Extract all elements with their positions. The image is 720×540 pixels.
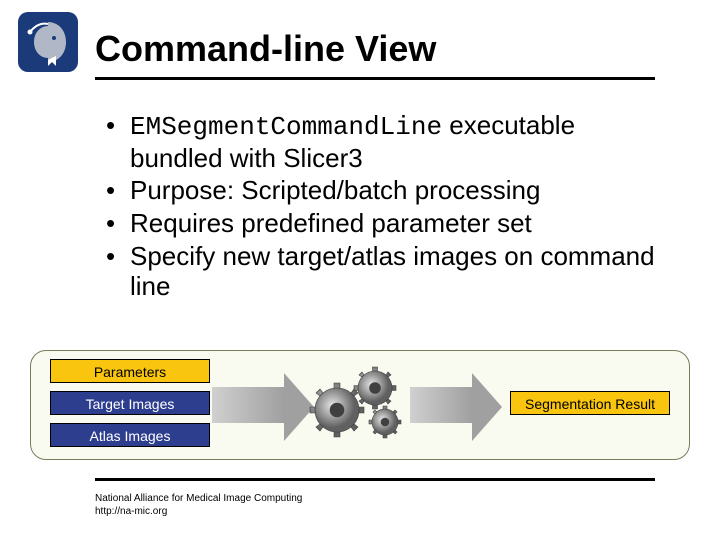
footer-line: http://na-mic.org (95, 505, 302, 518)
gears-icon (305, 360, 415, 450)
title-underline (95, 77, 655, 80)
parameters-box: Parameters (50, 359, 210, 383)
bullet-item: EMSegmentCommandLine executable bundled … (100, 110, 670, 173)
bullet-item: Purpose: Scripted/batch processing (100, 175, 670, 206)
bullet-item: Requires predefined parameter set (100, 208, 670, 239)
bottom-underline (95, 478, 655, 481)
bullet-item: Specify new target/atlas images on comma… (100, 241, 670, 302)
atlas-images-box: Atlas Images (50, 423, 210, 447)
target-images-box: Target Images (50, 391, 210, 415)
code-text: EMSegmentCommandLine (130, 112, 442, 142)
arrow-shaft (212, 387, 284, 423)
slide-title: Command-line View (95, 28, 436, 70)
arrow-head (472, 373, 502, 441)
footer: National Alliance for Medical Image Comp… (95, 492, 302, 518)
segmentation-result-box: Segmentation Result (510, 391, 670, 415)
arrow-shaft (410, 387, 472, 423)
namic-logo (18, 12, 78, 72)
bullet-list: EMSegmentCommandLine executable bundled … (100, 110, 670, 304)
footer-line: National Alliance for Medical Image Comp… (95, 492, 302, 505)
